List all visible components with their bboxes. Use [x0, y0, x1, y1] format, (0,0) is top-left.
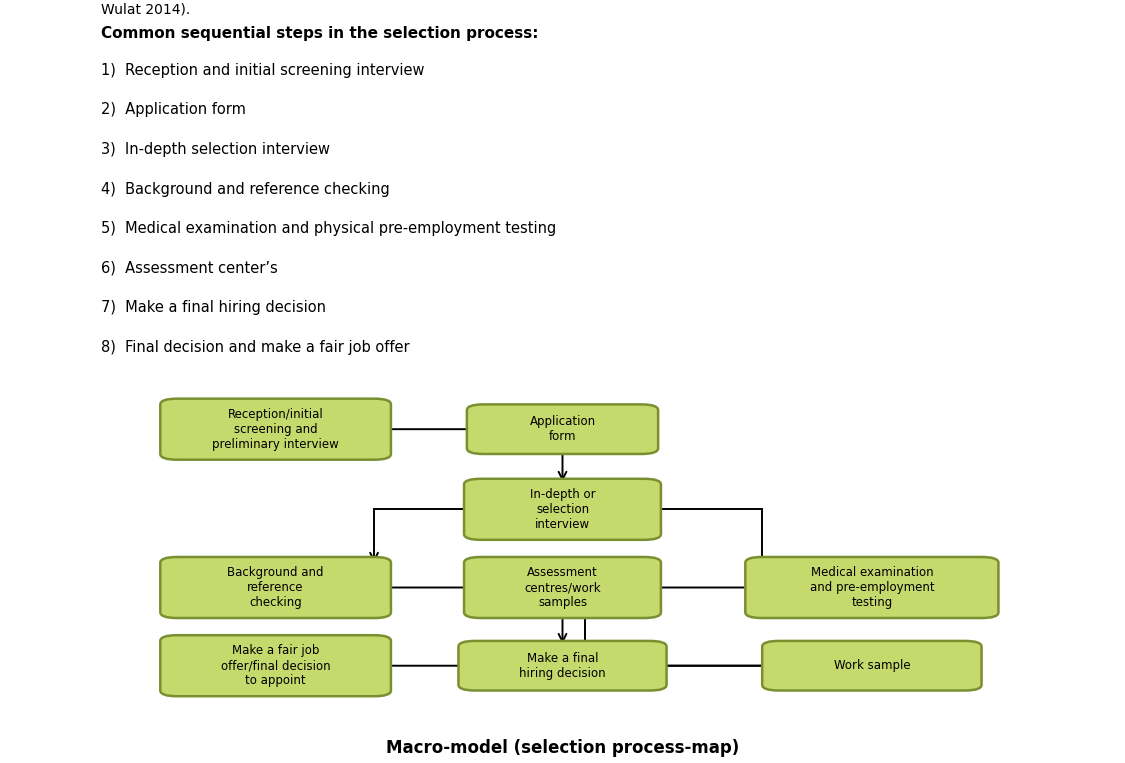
Text: Wulat 2014).: Wulat 2014). [101, 2, 190, 16]
Text: Assessment
centres/work
samples: Assessment centres/work samples [524, 566, 601, 609]
FancyBboxPatch shape [161, 557, 392, 618]
Text: 8)  Final decision and make a fair job offer: 8) Final decision and make a fair job of… [101, 340, 410, 355]
FancyBboxPatch shape [161, 398, 392, 459]
Text: Reception/initial
screening and
preliminary interview: Reception/initial screening and prelimin… [213, 407, 339, 451]
FancyBboxPatch shape [161, 635, 392, 696]
Text: Macro-model (selection process-map): Macro-model (selection process-map) [386, 739, 739, 757]
FancyBboxPatch shape [745, 557, 999, 618]
Text: 3)  In-depth selection interview: 3) In-depth selection interview [101, 142, 331, 157]
Text: Application
form: Application form [530, 415, 595, 443]
Text: 6)  Assessment center’s: 6) Assessment center’s [101, 261, 278, 276]
Text: Make a fair job
offer/final decision
to appoint: Make a fair job offer/final decision to … [220, 644, 331, 687]
Text: 7)  Make a final hiring decision: 7) Make a final hiring decision [101, 301, 326, 315]
FancyBboxPatch shape [459, 641, 666, 691]
FancyBboxPatch shape [465, 479, 660, 540]
Text: 5)  Medical examination and physical pre-employment testing: 5) Medical examination and physical pre-… [101, 221, 557, 237]
Text: 4)  Background and reference checking: 4) Background and reference checking [101, 182, 390, 197]
Text: Make a final
hiring decision: Make a final hiring decision [520, 652, 605, 680]
Text: 2)  Application form: 2) Application form [101, 102, 246, 118]
Text: Medical examination
and pre-employment
testing: Medical examination and pre-employment t… [810, 566, 934, 609]
Text: Common sequential steps in the selection process:: Common sequential steps in the selection… [101, 26, 539, 41]
Text: Work sample: Work sample [834, 659, 910, 672]
Text: In-depth or
selection
interview: In-depth or selection interview [530, 488, 595, 531]
FancyBboxPatch shape [467, 404, 658, 454]
FancyBboxPatch shape [763, 641, 982, 691]
FancyBboxPatch shape [465, 557, 660, 618]
Text: Background and
reference
checking: Background and reference checking [227, 566, 324, 609]
Text: 1)  Reception and initial screening interview: 1) Reception and initial screening inter… [101, 63, 425, 78]
